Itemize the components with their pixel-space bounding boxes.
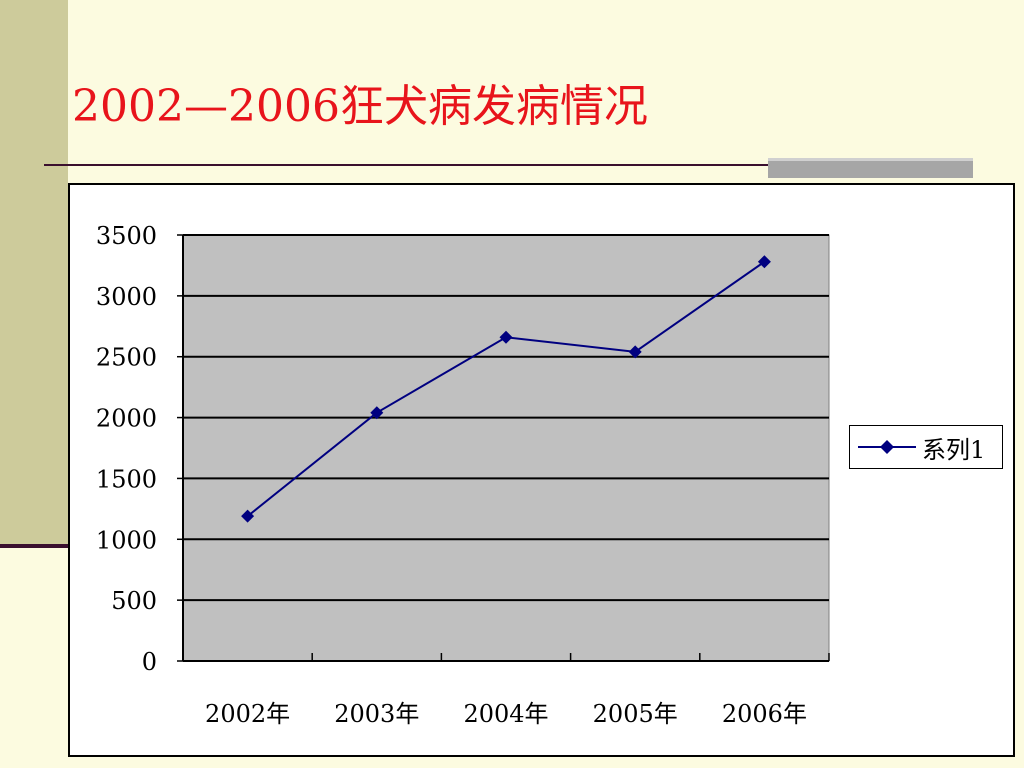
chart-legend: 系列1 <box>849 425 1003 469</box>
side-band <box>0 0 68 548</box>
slide-title: 2002—2006狂犬病发病情况 <box>72 81 648 132</box>
data-point-marker <box>628 345 642 359</box>
y-tick-label: 1000 <box>96 526 157 554</box>
title-rule-block <box>768 158 973 178</box>
y-tick-label: 3500 <box>96 222 157 250</box>
y-tick-label: 1500 <box>96 465 157 493</box>
x-tick-label: 2003年 <box>334 700 419 728</box>
y-tick-label: 2500 <box>96 344 157 372</box>
data-point-marker <box>499 330 513 344</box>
legend-line-diamond-icon <box>858 440 916 454</box>
series-group <box>241 255 771 523</box>
plot-area <box>182 234 830 662</box>
y-tick-label: 0 <box>142 648 157 676</box>
y-tick-label: 3000 <box>96 283 157 311</box>
data-point-marker <box>370 406 384 420</box>
x-tick-label: 2002年 <box>205 700 290 728</box>
y-axis-ticks: 0 500 1000 1500 2000 2500 3000 3500 <box>96 222 183 676</box>
x-tick-label: 2004年 <box>463 700 548 728</box>
title-rule-line <box>44 164 972 166</box>
y-tick-label: 500 <box>111 587 157 615</box>
gridlines <box>183 234 829 602</box>
x-tick-label: 2005年 <box>593 700 678 728</box>
legend-series-label: 系列1 <box>922 435 986 464</box>
x-axis-ticks: 2002年 2003年 2004年 2005年 2006年 <box>182 653 830 728</box>
data-point-marker <box>757 255 771 269</box>
y-tick-label: 2000 <box>96 405 157 433</box>
data-point-marker <box>241 509 255 523</box>
axes <box>182 235 829 662</box>
side-accent-line <box>0 544 70 548</box>
x-tick-label: 2006年 <box>722 700 807 728</box>
